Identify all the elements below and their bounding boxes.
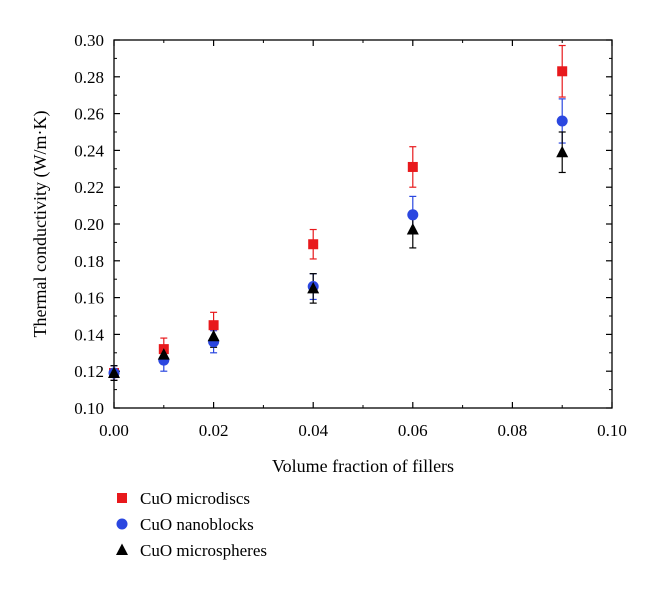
y-tick-label: 0.16 [74, 289, 104, 308]
x-axis-title: Volume fraction of fillers [272, 456, 454, 476]
data-point-square-marker [557, 66, 568, 77]
y-tick-label: 0.14 [74, 325, 104, 344]
y-tick-label: 0.26 [74, 105, 104, 124]
y-tick-label: 0.10 [74, 399, 104, 418]
legend-markers [116, 493, 128, 555]
legend-square-marker [117, 493, 127, 503]
legend: CuO microdiscs CuO nanoblocks CuO micros… [116, 489, 267, 560]
data-point-square-marker [208, 320, 219, 331]
y-tick-label: 0.28 [74, 68, 104, 87]
y-axis-title: Thermal conductivity (W/m·K) [30, 111, 51, 338]
plot-frame [113, 39, 613, 409]
data-point-triangle-marker [108, 366, 120, 379]
y-tick-label: 0.30 [74, 31, 104, 50]
error-bars [110, 44, 566, 381]
legend-label-microspheres: CuO microspheres [140, 541, 267, 560]
data-point-triangle-marker [406, 223, 419, 235]
legend-triangle-marker [116, 543, 128, 555]
data-points [108, 66, 569, 379]
data-point-triangle-marker [207, 329, 220, 342]
axis-ticks: 0.00 0.02 0.04 0.06 0.08 0.10 0.10 0.12 0.14 0.16… [74, 31, 627, 440]
y-tick-label: 0.18 [74, 252, 104, 271]
x-tick-label: 0.00 [99, 421, 129, 440]
data-point-square-marker [407, 161, 418, 172]
y-tick-label: 0.24 [74, 141, 104, 160]
data-point-square-marker [308, 239, 319, 250]
y-tick-label: 0.22 [74, 178, 104, 197]
legend-label-microdiscs: CuO microdiscs [140, 489, 250, 508]
data-point-triangle-marker [307, 281, 320, 294]
x-tick-label: 0.06 [398, 421, 428, 440]
x-tick-label: 0.10 [597, 421, 627, 440]
legend-circle-marker [116, 518, 128, 530]
legend-label-nanoblocks: CuO nanoblocks [140, 515, 254, 534]
y-tick-label: 0.20 [74, 215, 104, 234]
x-tick-label: 0.04 [298, 421, 328, 440]
x-tick-label: 0.02 [199, 421, 229, 440]
data-point-circle-marker [407, 209, 419, 221]
data-point-triangle-marker [556, 145, 569, 158]
data-point-triangle-marker [157, 348, 170, 360]
y-tick-label: 0.12 [74, 362, 104, 381]
data-point-circle-marker [556, 115, 568, 127]
x-tick-label: 0.08 [498, 421, 528, 440]
